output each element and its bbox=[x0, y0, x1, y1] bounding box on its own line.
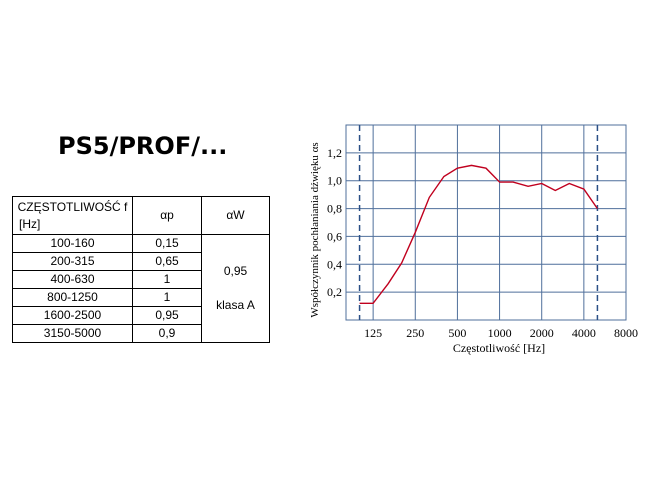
cell-frequency: 400-630 bbox=[12, 270, 133, 289]
table-header-row: CZĘSTOTLIWOŚĆ f [Hz] αp αW bbox=[12, 196, 270, 235]
header-frequency-line1: CZĘSTOTLIWOŚĆ f bbox=[17, 199, 128, 214]
y-tick-label: 1,0 bbox=[327, 174, 342, 188]
chart-grid bbox=[345, 124, 627, 321]
y-tick-label: 0,8 bbox=[327, 202, 342, 216]
cell-frequency: 1600-2500 bbox=[12, 306, 133, 325]
y-tick-label: 1,2 bbox=[327, 146, 342, 160]
plot-frame bbox=[345, 124, 627, 321]
x-tick-label: 125 bbox=[364, 326, 382, 340]
table-row: 1600-2500 0,95 bbox=[12, 306, 270, 325]
chart-ticks: 125 250 500 1000 2000 4000 8000 0,2 0,4 0,6 0,8 1,0… bbox=[327, 146, 638, 340]
alpha-w-value: 0,95 bbox=[223, 264, 248, 278]
cell-alpha-p: 0,95 bbox=[132, 306, 202, 325]
x-tick-label: 4000 bbox=[572, 326, 596, 340]
y-tick-label: 0,4 bbox=[327, 257, 342, 271]
y-axis-label: Współczynnik pochłaniania dźwięku αs bbox=[309, 142, 321, 317]
x-tick-label: 8000 bbox=[614, 326, 638, 340]
cell-frequency: 800-1250 bbox=[12, 288, 133, 307]
cell-alpha-p: 0,9 bbox=[132, 324, 202, 343]
product-title: PS5/PROF/... bbox=[58, 132, 228, 160]
cell-frequency: 200-315 bbox=[12, 252, 133, 271]
alpha-w-class: klasa A bbox=[216, 298, 255, 312]
table-row: 3150-5000 0,9 bbox=[12, 324, 270, 343]
x-tick-label: 2000 bbox=[530, 326, 554, 340]
x-tick-label: 1000 bbox=[488, 326, 512, 340]
cell-alpha-w: 0,95 klasa A bbox=[201, 234, 270, 343]
table-row: 800-1250 1 bbox=[12, 288, 270, 307]
absorption-table: CZĘSTOTLIWOŚĆ f [Hz] αp αW 100-160 0,15 … bbox=[12, 196, 270, 343]
header-frequency: CZĘSTOTLIWOŚĆ f [Hz] bbox=[12, 196, 133, 235]
cell-frequency: 100-160 bbox=[12, 234, 133, 253]
absorption-series-line bbox=[359, 164, 598, 304]
table-row: 100-160 0,15 0,95 klasa A bbox=[12, 234, 270, 343]
x-tick-label: 250 bbox=[406, 326, 424, 340]
y-tick-label: 0,2 bbox=[327, 285, 342, 299]
chart-marks bbox=[359, 164, 598, 304]
table-row: 200-315 0,65 bbox=[12, 252, 270, 271]
y-tick-label: 0,6 bbox=[327, 229, 342, 243]
x-tick-label: 500 bbox=[448, 326, 466, 340]
table-row: 400-630 1 bbox=[12, 270, 270, 289]
cell-frequency: 3150-5000 bbox=[12, 324, 133, 343]
header-frequency-line2: [Hz] bbox=[19, 216, 41, 231]
x-axis-label: Częstotliwość [Hz] bbox=[453, 341, 545, 355]
